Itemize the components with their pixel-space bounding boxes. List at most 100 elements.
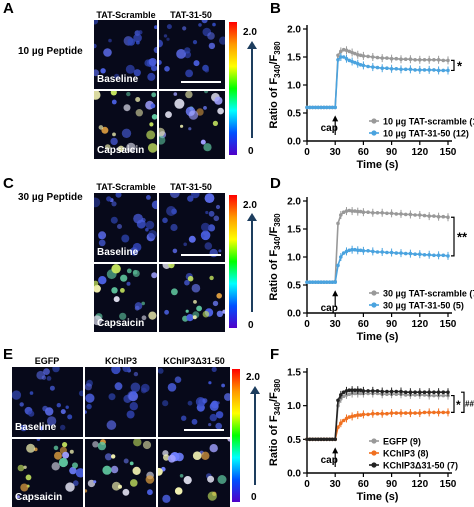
micro-label-capsaicin-a: Capsaicin [97,145,145,156]
data-point [399,251,403,255]
micrograph-e-kchip3-capsaicin [85,439,156,507]
cell [94,20,99,25]
y-tick-label: 0.0 [287,309,301,320]
data-point [422,390,427,394]
cell [208,42,216,50]
cell [119,312,127,320]
data-point [413,411,417,415]
data-point [432,68,436,72]
cell [98,239,106,247]
data-point [356,413,360,417]
colorbar-arrow-c [251,220,253,312]
data-point [361,210,366,214]
data-point [399,67,403,72]
cell [49,385,55,391]
data-point [339,255,343,259]
data-point [366,54,370,59]
data-point [336,221,340,226]
micrograph-a-scramble-baseline [94,20,157,89]
data-point [441,393,446,398]
series-line [307,392,448,441]
y-tick-label: 2.0 [287,25,301,36]
data-point [350,50,354,55]
data-point [358,388,363,392]
cell [23,465,27,469]
colorbar-arrow-a [251,48,253,138]
cap-arrowhead [332,447,339,454]
cell [126,281,131,286]
cell [60,409,66,415]
micro-label-baseline-e: Baseline [15,422,57,433]
cell [183,242,187,247]
data-point [413,390,417,394]
data-point [418,411,422,415]
cell [114,382,123,391]
cell [25,474,32,481]
cell [207,475,215,483]
cell [187,400,193,406]
cell [106,196,112,202]
panel-letter-d: D [270,175,281,192]
data-point [413,68,417,72]
cell [173,92,178,96]
x-axis-label: Time (s) [357,491,399,503]
data-point [389,56,394,61]
cell [193,300,197,304]
cell [69,466,77,475]
data-point [366,210,370,214]
cell [102,465,112,475]
y-tick-label: 1.5 [287,225,301,236]
cell [212,22,216,27]
data-point [403,390,408,394]
cell [151,92,157,98]
data-point [324,105,329,110]
cell [60,424,66,431]
cell [141,301,145,306]
x-tick-label: 60 [358,319,370,330]
data-point [422,68,427,72]
data-point [394,411,399,415]
cell [51,462,60,471]
data-point [366,389,370,393]
cell [115,193,122,198]
cell [172,248,178,254]
cell [166,24,172,30]
data-point [385,389,389,394]
significance-bracket [451,59,455,72]
data-point [375,211,380,215]
data-point [322,280,326,284]
colorbar-arrowhead-a [247,41,257,49]
legend-label: 10 µg TAT-scramble (12) [383,117,474,127]
cell [130,479,138,487]
cell [204,91,209,94]
cell [151,65,157,72]
data-point [366,249,370,253]
data-point [422,213,427,218]
chart-d: 0.0 0.5 1.0 1.5 2.0 0 30 60 90 120 150 Time (s) Rati… [268,197,474,344]
col-label-e3: KChIP3Δ31-50 [163,356,225,366]
cell [207,491,217,501]
x-tick-label: 120 [411,479,428,490]
cell [221,383,225,388]
data-point [446,254,450,258]
cell [200,230,211,241]
colorbar-max-a: 2.0 [243,27,257,38]
data-point [361,63,366,68]
chart-b: 0.0 0.5 1.0 1.5 2.0 0 30 60 90 120 150 Time (s) Rati… [268,25,474,172]
cell [159,135,166,145]
data-point [436,410,441,415]
cell [98,235,103,239]
cell [219,36,225,45]
cell [85,383,92,391]
cell [39,426,44,431]
cell [167,383,177,392]
cell [181,415,187,421]
x-tick-label: 30 [330,479,342,490]
micrograph-a-tat-baseline [159,20,225,89]
data-point [361,54,366,58]
cell [215,422,222,430]
data-point [327,280,332,284]
cell [120,288,125,293]
data-point [380,250,384,254]
cell [191,418,198,425]
